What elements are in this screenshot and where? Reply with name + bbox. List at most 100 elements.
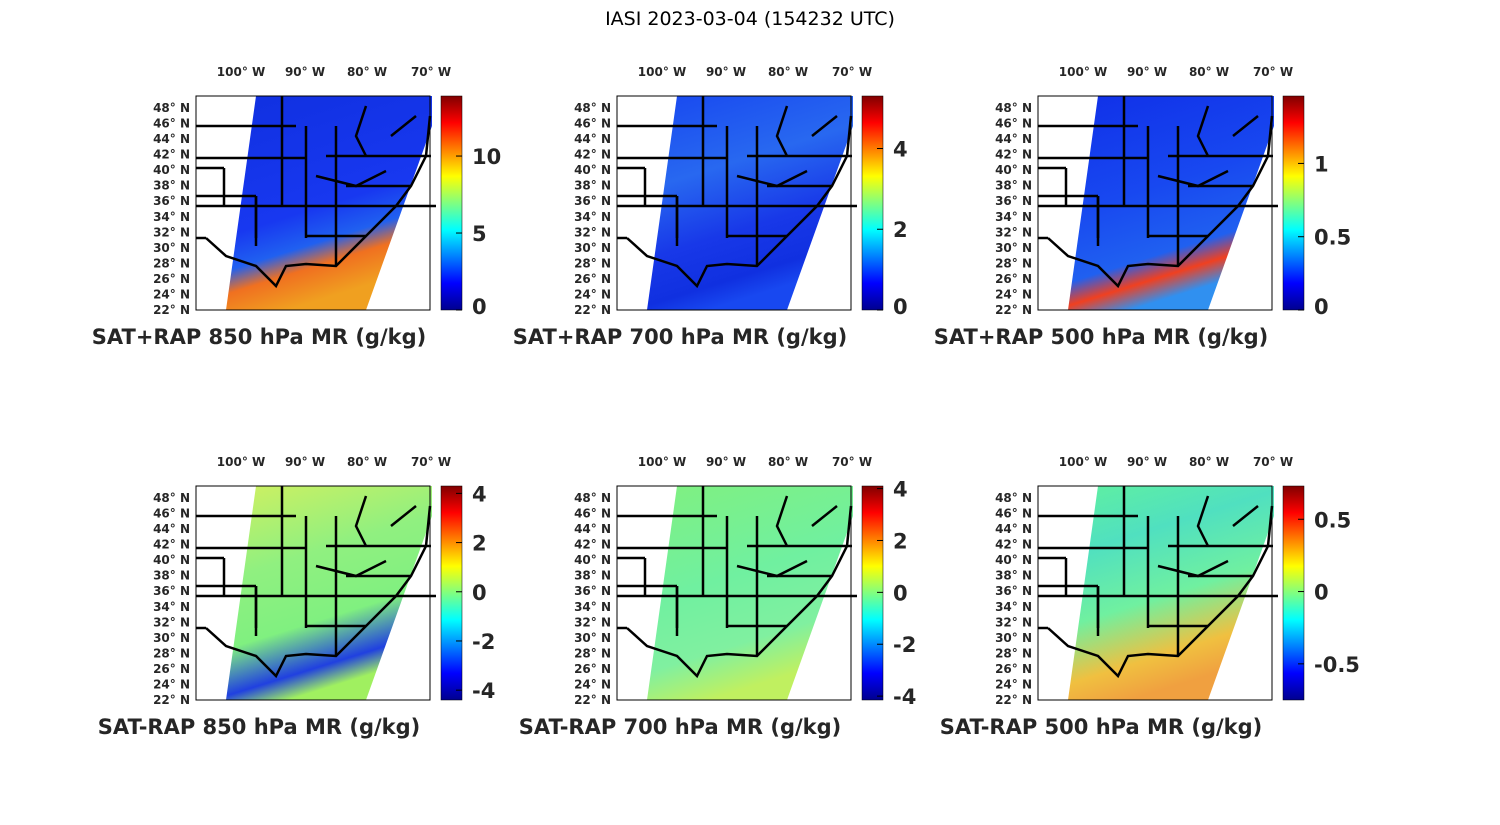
map-frame	[195, 485, 431, 701]
lat-tick-label: 28° N	[995, 646, 1032, 660]
satellite-swath	[1068, 486, 1274, 700]
lat-tick-label: 30° N	[153, 241, 190, 255]
state-boundary	[775, 105, 789, 157]
state-boundary	[315, 169, 387, 188]
map-svg: 100° W 90° W 80° W 70° W 48° N 46° N44° N 42° …	[995, 65, 1351, 319]
lat-tick-label: 48° N	[995, 101, 1032, 115]
state-boundary	[1157, 169, 1229, 188]
lon-tick-label: 90° W	[285, 65, 325, 79]
lon-tick-label: 100° W	[217, 65, 265, 79]
lat-tick-label: 32° N	[574, 615, 611, 629]
map-area: 100° W 90° W 80° W 70° W 48° N 46° N44° N 42° …	[153, 455, 495, 707]
lat-tick-label: 34° N	[574, 210, 611, 224]
lat-tick-label: 36° N	[574, 584, 611, 598]
lat-tick-label: 44° N	[153, 132, 190, 146]
colorbar-tick-label: 4	[893, 478, 908, 502]
colorbar-tick-label: 0	[472, 581, 487, 605]
lat-tick-label: 40° N	[574, 163, 611, 177]
lat-tick-label: 24° N	[153, 677, 190, 691]
lat-tick-label: 38° N	[153, 179, 190, 193]
lon-tick-label: 80° W	[347, 455, 387, 469]
lat-tick-label: 40° N	[995, 553, 1032, 567]
lat-tick-label: 38° N	[153, 569, 190, 583]
satellite-swath	[647, 486, 853, 700]
colorbar-tick-label: 0	[472, 295, 487, 319]
lat-tick-label: 34° N	[995, 210, 1032, 224]
lat-tick-label: 42° N	[153, 148, 190, 162]
state-boundary	[736, 559, 808, 578]
lon-tick-label: 80° W	[1189, 65, 1229, 79]
lat-tick-label: 44° N	[574, 132, 611, 146]
state-boundary	[811, 115, 838, 137]
lat-tick-label: 34° N	[153, 210, 190, 224]
satellite-swath	[647, 96, 853, 310]
lon-tick-label: 70° W	[411, 455, 451, 469]
panel-title: SAT-RAP 500 hPa MR (g/kg)	[939, 715, 1263, 739]
lat-tick-label: 32° N	[153, 615, 190, 629]
map-area: 100° W 90° W 80° W 70° W 48° N 46° N44° N 42° …	[995, 455, 1360, 707]
lat-tick-label: 30° N	[995, 631, 1032, 645]
panel-title: SAT+RAP 700 hPa MR (g/kg)	[512, 325, 848, 349]
map-panel-4: 100° W 90° W 80° W 70° W 48° N 46° N 44° N 42° …	[76, 450, 496, 750]
colorbar-tick-label: 0.5	[1314, 226, 1351, 250]
lon-tick-label: 100° W	[638, 65, 686, 79]
lat-tick-label: 26° N	[995, 272, 1032, 286]
state-boundary	[1196, 495, 1210, 547]
lat-tick-label: 28° N	[153, 646, 190, 660]
colorbar-tick-label: 2	[893, 218, 908, 242]
map-svg: 100° W 90° W 80° W 70° W 48° N 46° N44° N 42° …	[574, 455, 916, 709]
lat-tick-label: 44° N	[995, 132, 1032, 146]
colorbar-tick-label: -4	[472, 679, 495, 703]
colorbar: -0.5 0 0.5	[1282, 485, 1360, 701]
map-frame	[1037, 95, 1273, 311]
lon-tick-label: 70° W	[1253, 65, 1293, 79]
state-boundary	[280, 486, 308, 628]
state-boundary	[775, 495, 789, 547]
lon-tick-label: 70° W	[832, 65, 872, 79]
lat-tick-label: 22° N	[995, 303, 1032, 317]
lat-tick-label: 22° N	[574, 303, 611, 317]
lat-tick-label: 34° N	[995, 600, 1032, 614]
lon-tick-label: 70° W	[1253, 455, 1293, 469]
state-boundary	[701, 96, 729, 238]
state-boundary	[1232, 115, 1259, 137]
colorbar-tick-label: 4	[472, 482, 487, 506]
map-frame	[616, 485, 852, 701]
colorbar: 0 2 4	[861, 95, 908, 319]
lat-tick-label: 32° N	[574, 225, 611, 239]
lat-tick-label: 30° N	[574, 241, 611, 255]
lat-tick-label: 46° N	[153, 507, 190, 521]
lon-tick-label: 100° W	[1059, 455, 1107, 469]
lat-tick-label: 48° N	[153, 101, 190, 115]
colorbar-tick-label: 2	[472, 532, 487, 556]
state-boundary	[315, 559, 387, 578]
lon-tick-label: 70° W	[832, 455, 872, 469]
map-frame	[1037, 485, 1273, 701]
lat-tick-label: 22° N	[995, 693, 1032, 707]
colorbar-gradient	[440, 485, 463, 701]
lat-tick-label: 46° N	[153, 117, 190, 131]
colorbar-tick-label: 10	[472, 145, 501, 169]
lat-tick-label: 26° N	[574, 662, 611, 676]
lon-tick-label: 90° W	[1127, 455, 1167, 469]
lat-tick-label: 46° N	[995, 117, 1032, 131]
satellite-swath	[1068, 96, 1274, 310]
state-boundary	[701, 486, 729, 628]
satellite-swath	[226, 96, 432, 310]
lon-tick-label: 70° W	[411, 65, 451, 79]
lon-tick-label: 90° W	[1127, 65, 1167, 79]
lon-tick-label: 80° W	[768, 65, 808, 79]
lat-tick-label: 22° N	[153, 693, 190, 707]
lat-tick-label: 40° N	[574, 553, 611, 567]
lat-tick-label: 36° N	[153, 584, 190, 598]
colorbar: 00.51	[1282, 95, 1351, 319]
map-frame	[616, 95, 852, 311]
lat-tick-label: 44° N	[995, 522, 1032, 536]
lat-tick-label: 22° N	[153, 303, 190, 317]
lat-tick-label: 30° N	[574, 631, 611, 645]
state-boundary	[354, 495, 368, 547]
lat-tick-label: 32° N	[995, 225, 1032, 239]
colorbar-tick-label: -2	[472, 630, 495, 654]
map-panel-3: 100° W 90° W 80° W 70° W 48° N 46° N 44° N 42° …	[918, 60, 1351, 360]
lat-tick-label: 46° N	[574, 507, 611, 521]
